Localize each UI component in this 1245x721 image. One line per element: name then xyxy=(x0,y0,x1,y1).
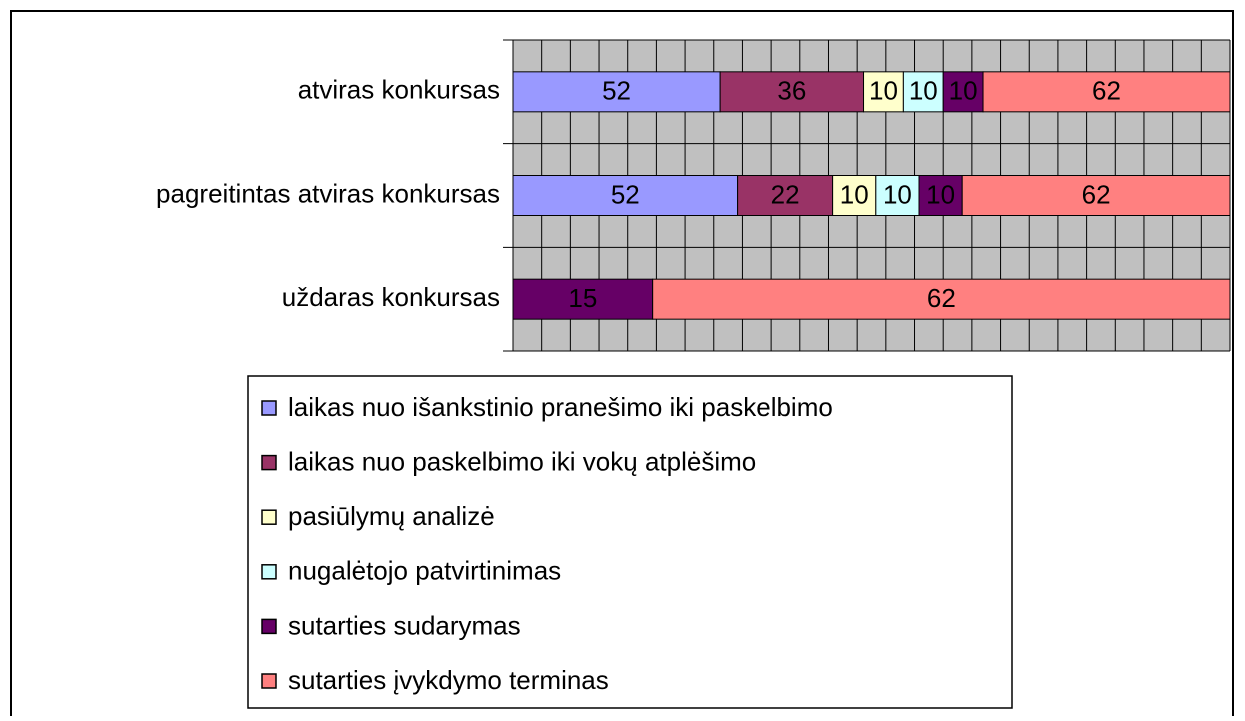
legend-swatch xyxy=(261,454,277,471)
y-tick-label: atviras konkursas xyxy=(298,75,500,105)
legend-label: laikas nuo paskelbimo iki vokų atplėšimo xyxy=(288,446,756,476)
bar-segment xyxy=(918,175,963,216)
legend-label: nugalėtojo patvirtinimas xyxy=(288,556,561,586)
bar-segment xyxy=(737,175,834,216)
data-label: 52 xyxy=(602,76,631,106)
data-label: 10 xyxy=(909,76,938,106)
data-label: 10 xyxy=(840,179,869,209)
y-tick-label: uždaras konkursas xyxy=(282,282,500,312)
data-label: 10 xyxy=(883,179,912,209)
bar-segment xyxy=(982,71,1231,113)
data-label: 62 xyxy=(927,283,956,313)
data-label: 62 xyxy=(1092,76,1121,106)
data-label: 15 xyxy=(568,283,597,313)
bar-segment xyxy=(512,71,721,113)
data-label: 10 xyxy=(926,179,955,209)
bar-segment xyxy=(652,278,1231,320)
bar-segment xyxy=(832,175,877,216)
legend-swatch xyxy=(261,564,277,580)
bar-segment xyxy=(863,71,904,113)
data-label: 62 xyxy=(1082,179,1111,209)
data-label: 36 xyxy=(777,76,806,106)
legend-label: pasiūlymų analizė xyxy=(288,501,495,531)
legend-box xyxy=(247,375,1013,709)
legend-label: sutarties sudarymas xyxy=(288,610,521,640)
bar-segment xyxy=(902,71,944,113)
y-tick-label: pagreitintas atviras konkursas xyxy=(156,178,500,208)
data-label: 22 xyxy=(771,179,800,209)
legend-swatch xyxy=(261,509,277,525)
legend-swatch xyxy=(261,618,277,635)
legend-label: laikas nuo išankstinio pranešimo iki pas… xyxy=(288,392,833,422)
bar-segment xyxy=(875,175,920,216)
bar-segment xyxy=(942,71,984,113)
data-label: 10 xyxy=(949,76,978,106)
bar-segment xyxy=(512,175,739,216)
legend-swatch xyxy=(261,400,277,416)
data-label: 10 xyxy=(869,76,898,106)
bar-segment xyxy=(961,175,1231,216)
legend-label: sutarties įvykdymo terminas xyxy=(288,665,609,695)
data-label: 52 xyxy=(611,179,640,209)
legend-swatch xyxy=(261,673,277,689)
